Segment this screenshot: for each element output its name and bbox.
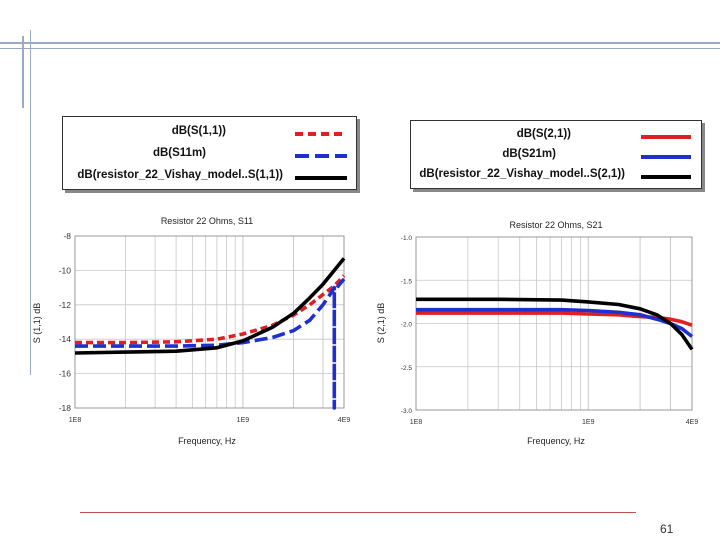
chart-ylabel: S (1,1) dB (32, 303, 42, 344)
legend-swatch (295, 154, 347, 158)
x-tick-label: 4E9 (338, 417, 351, 424)
y-tick-label: -8 (63, 231, 71, 241)
legend-swatch (295, 132, 347, 136)
chart-xlabel: Frequency, Hz (527, 436, 585, 446)
chart-xlabel: Frequency, Hz (178, 436, 236, 446)
legend-swatch (295, 176, 347, 180)
footer-divider (80, 512, 636, 513)
legend-label: dB(resistor_22_Vishay_model..S(2,1)) (419, 168, 625, 180)
legend-swatch (641, 135, 691, 139)
series-line-1 (75, 274, 346, 345)
legend-swatch (641, 155, 691, 159)
y-tick-label: -14 (59, 334, 72, 344)
decorative-horizontal-line-thin (0, 48, 720, 49)
legend-label: dB(resistor_22_Vishay_model..S(1,1)) (77, 169, 283, 181)
decorative-vertical-line-long (30, 30, 31, 375)
y-tick-label: -12 (59, 300, 72, 310)
page-number: 61 (660, 522, 674, 536)
series-line-2 (416, 307, 694, 338)
legend-label: dB(S21m) (502, 148, 556, 160)
legend-s11: dB(S(1,1)) dB(S11m) dB(resistor_22_Visha… (62, 116, 357, 190)
plot-frame (74, 235, 345, 409)
series-line-2 (75, 277, 346, 410)
y-tick-label: -2.0 (401, 322, 413, 329)
x-tick-label: 1E8 (410, 419, 423, 426)
chart-ylabel: S (2,1) dB (376, 303, 386, 344)
x-tick-label: 1E9 (582, 419, 595, 426)
y-tick-label: -10 (59, 265, 72, 275)
decorative-horizontal-line (0, 42, 720, 44)
chart-title: Resistor 22 Ohms, S21 (509, 220, 602, 230)
y-tick-label: -2.5 (401, 365, 413, 372)
chart-s11: Resistor 22 Ohms, S11 Frequency, Hz S (1… (32, 216, 351, 446)
legend-label: dB(S(1,1)) (171, 125, 226, 137)
y-tick-label: -18 (59, 403, 72, 413)
y-tick-label: -1.0 (401, 235, 413, 242)
series-line-3 (74, 257, 346, 355)
series-line-3 (416, 297, 694, 351)
chart-title: Resistor 22 Ohms, S11 (161, 216, 253, 226)
legend-swatch (641, 175, 691, 179)
x-tick-label: 1E9 (237, 417, 250, 424)
y-tick-label: -16 (59, 369, 72, 379)
y-tick-label: -1.5 (401, 278, 413, 285)
series-line-1 (416, 311, 693, 327)
x-tick-label: 1E8 (69, 417, 82, 424)
chart-s21: Resistor 22 Ohms, S21 Frequency, Hz S (2… (376, 220, 699, 446)
legend-label: dB(S(2,1)) (516, 128, 571, 140)
legend-label: dB(S11m) (152, 147, 206, 159)
decorative-vertical-line (22, 36, 24, 108)
x-tick-label: 4E9 (686, 419, 699, 426)
y-tick-label: -3.0 (401, 408, 413, 415)
legend-s21: dB(S(2,1)) dB(S21m) dB(resistor_22_Visha… (410, 120, 702, 189)
